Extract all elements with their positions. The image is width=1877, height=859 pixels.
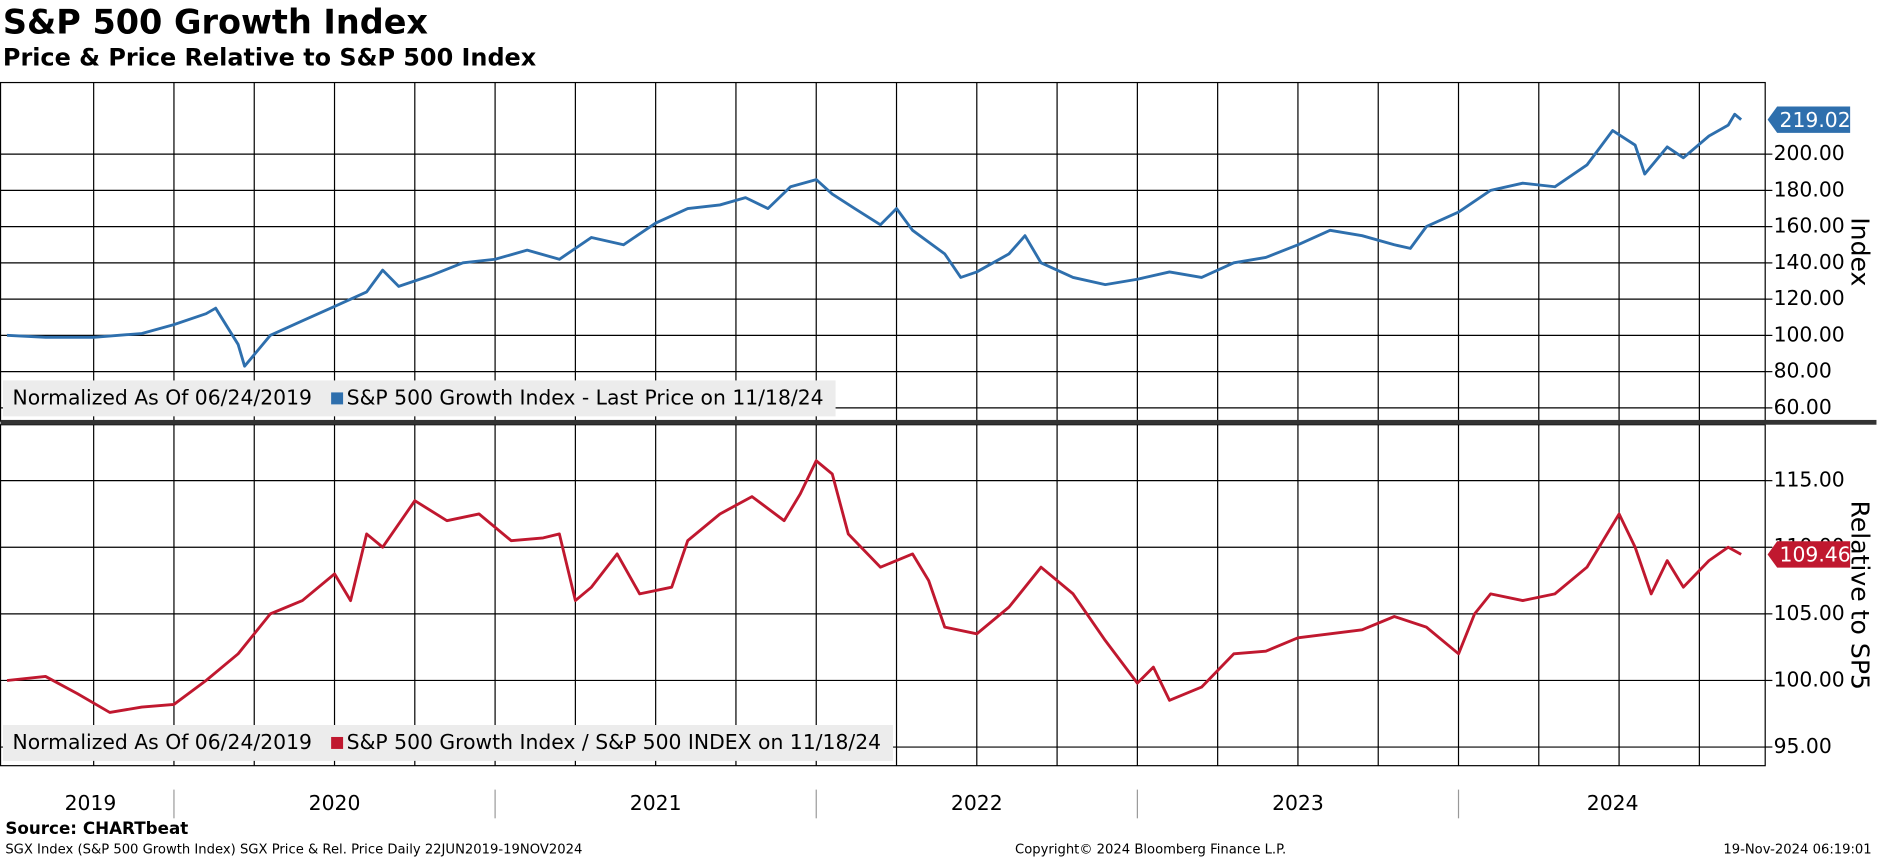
source: Source: CHARTbeat [5,818,188,838]
y-tick-label: 180.00 [1774,177,1845,201]
legend-box [2,725,894,761]
legend-note: Normalized As Of 06/24/2019 [13,730,312,754]
y-tick-label: 80.00 [1774,359,1832,383]
legend-entry: S&P 500 Growth Index - Last Price on 11/… [347,385,824,409]
y-tick-label: 95.00 [1774,734,1832,758]
y-tick-label: 60.00 [1774,395,1832,419]
legend-swatch [331,392,344,405]
x-tick-label: 2023 [1272,791,1324,815]
y-tick-label: 200.00 [1774,141,1845,165]
legend-box [2,380,836,417]
y-tick-label: 140.00 [1774,250,1845,274]
legend-swatch [331,736,344,749]
footer-left: SGX Index (S&P 500 Growth Index) SGX Pri… [5,842,582,857]
last-value-tag [1767,106,1851,133]
last-value-tag [1767,541,1851,568]
subtitle: Price & Price Relative to S&P 500 Index [3,44,537,72]
copyright: Copyright© 2024 Bloomberg Finance L.P. [1015,842,1286,857]
timestamp: 19-Nov-2024 06:19:01 [1723,842,1871,857]
title: S&P 500 Growth Index [3,2,428,41]
y-tick-label: 100.00 [1774,322,1845,346]
x-tick-label: 2021 [630,791,682,815]
y-axis-label: Relative to SP5 [1846,500,1875,690]
x-tick-label: 2019 [65,791,117,815]
panel-separator [0,419,1877,425]
last-value-label: 109.46 [1780,543,1851,567]
line [6,112,1743,368]
last-value-label: 219.02 [1780,108,1851,132]
x-tick-label: 2022 [951,791,1003,815]
y-tick-label: 120.00 [1774,286,1845,310]
y-tick-label: 105.00 [1774,601,1845,625]
plot-frame [0,81,1766,422]
x-tick-label: 2020 [309,791,361,815]
line [6,459,1742,714]
legend-entry: S&P 500 Growth Index / S&P 500 INDEX on … [347,730,881,754]
y-tick-label: 160.00 [1774,214,1845,238]
y-tick-label: 115.00 [1774,468,1845,492]
y-axis-label: Index [1846,217,1875,286]
x-tick-label: 2024 [1587,791,1639,815]
y-tick-label: 100.00 [1774,667,1845,691]
legend-note: Normalized As Of 06/24/2019 [13,385,312,409]
